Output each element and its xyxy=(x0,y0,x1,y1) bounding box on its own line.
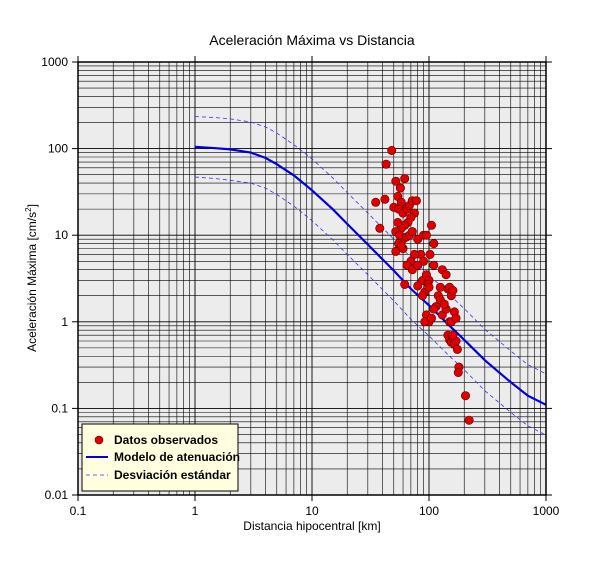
observed-data-point xyxy=(393,218,403,228)
observed-data-point xyxy=(429,260,439,270)
standard-deviation-line xyxy=(194,116,547,375)
observed-data-point xyxy=(448,285,458,295)
observed-data-point xyxy=(426,313,436,323)
legend-marker-observed xyxy=(94,435,104,445)
observed-data-point xyxy=(411,196,421,206)
observed-data-point xyxy=(375,223,385,233)
legend-label-deviation: Desviación estándar xyxy=(114,468,231,482)
observed-data-point xyxy=(439,299,449,309)
observed-data-point xyxy=(426,220,436,230)
observed-data-point xyxy=(413,260,423,270)
observed-data-point xyxy=(391,246,401,256)
curve-layer xyxy=(194,116,547,436)
grid-lines xyxy=(77,62,546,496)
observed-data-point xyxy=(425,249,435,259)
observed-data-point xyxy=(464,415,474,425)
x-tick-label: 1 xyxy=(192,504,199,518)
observed-data-point xyxy=(429,239,439,249)
x-tick-label: 1000 xyxy=(533,504,560,518)
observed-data-point xyxy=(391,176,401,186)
observed-data-point xyxy=(435,282,445,292)
attenuation-model-line xyxy=(194,145,547,406)
chart-legend: Datos observados Modelo de atenuación De… xyxy=(81,423,240,492)
observed-data-point xyxy=(396,241,406,251)
x-axis-label: Distancia hipocentral [km] xyxy=(243,519,380,533)
observed-data-point xyxy=(453,367,463,377)
y-axis-label-main: Aceleración Máxima [cm/s xyxy=(25,212,39,352)
observed-data-point xyxy=(421,230,431,240)
y-tick-label: 0.1 xyxy=(51,401,68,415)
y-tick-label: 10 xyxy=(55,228,69,242)
observed-data-point xyxy=(407,227,417,237)
observed-data-point xyxy=(371,197,381,207)
y-axis-label: Aceleración Máxima [cm/s2] xyxy=(24,204,39,352)
observed-data-point xyxy=(417,291,427,301)
standard-deviation-line xyxy=(194,176,547,436)
observed-data-point xyxy=(429,304,439,314)
legend-label-model: Modelo de atenuación xyxy=(114,450,240,464)
x-tick-label: 0.1 xyxy=(70,504,87,518)
x-tick-label: 100 xyxy=(419,504,439,518)
observed-data-point xyxy=(413,281,423,291)
observed-data-point xyxy=(381,159,391,169)
observed-data-point xyxy=(448,330,458,340)
y-axis-label-tail: ] xyxy=(25,204,39,207)
observed-data-point xyxy=(380,194,390,204)
y-axis-label-exponent: 2 xyxy=(24,207,33,212)
observed-data-point xyxy=(395,183,405,193)
point-layer xyxy=(371,146,474,425)
observed-data-point xyxy=(460,391,470,401)
y-tick-label: 1000 xyxy=(41,55,68,69)
observed-data-point xyxy=(400,279,410,289)
y-tick-label: 1 xyxy=(61,315,68,329)
observed-data-point xyxy=(424,282,434,292)
y-tick-label: 0.01 xyxy=(45,488,69,502)
y-tick-label: 100 xyxy=(48,142,68,156)
chart-title: Aceleración Máxima vs Distancia xyxy=(209,32,415,48)
observed-data-point xyxy=(387,146,397,156)
x-tick-label: 10 xyxy=(305,504,319,518)
observed-data-point xyxy=(400,174,410,184)
observed-data-point xyxy=(452,344,462,354)
observed-data-point xyxy=(441,270,451,280)
observed-data-point xyxy=(451,313,461,323)
legend-label-observed: Datos observados xyxy=(114,433,218,447)
